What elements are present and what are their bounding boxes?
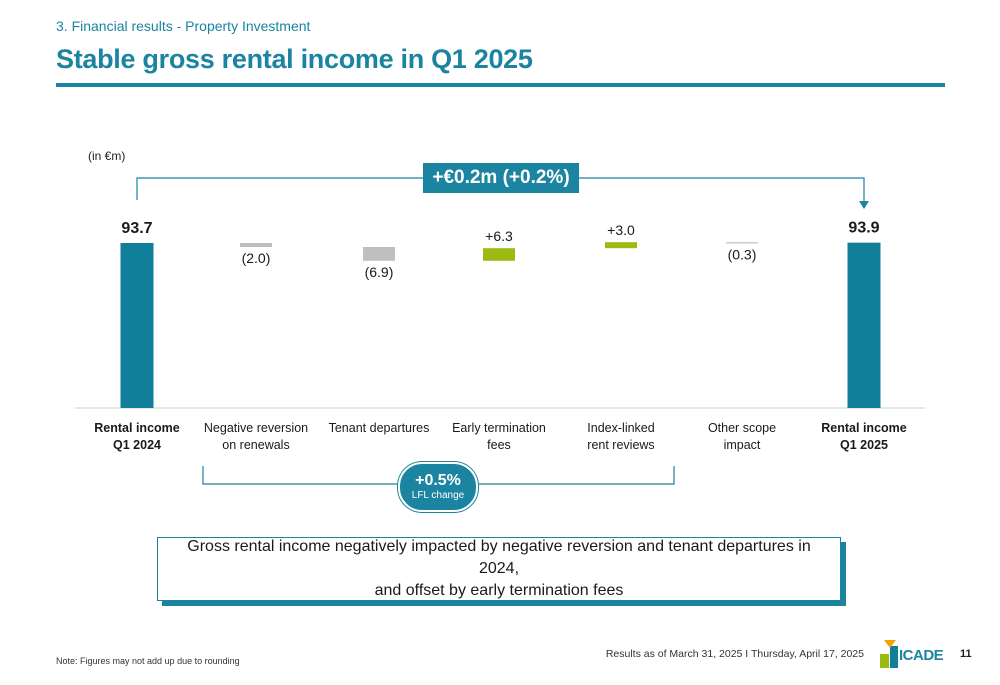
lfl-caption: LFL change [411,490,465,501]
company-logo: ICADE [880,638,944,670]
lfl-change-badge: +0.5% LFL change [398,462,478,512]
data-label-2: (2.0) [242,250,271,266]
comparison-bracket [136,177,865,202]
category-label-7: Rental income Q1 2025 [821,421,906,452]
category-label-6: Other scope impact [708,421,776,452]
data-label-6: (0.3) [728,246,757,262]
category-label-1: Rental income Q1 2024 [94,421,179,452]
comparison-arrowhead [859,201,869,209]
bar-1 [120,243,154,408]
data-label-3: (6.9) [365,264,394,280]
key-message-line-2: and offset by early termination fees [374,582,624,599]
category-label-2: Negative reversion on renewals [204,421,308,452]
category-label-5: Index-linked rent reviews [587,421,654,452]
data-label-7: 93.9 [848,220,879,237]
page-title: Stable gross rental income in Q1 2025 [56,44,533,74]
title-divider [56,83,945,87]
key-message-box: Gross rental income negatively impacted … [157,537,841,601]
bar-7 [847,242,881,408]
page-number: 11 [960,648,972,660]
difference-badge: +€0.2m (+0.2%) [423,163,579,193]
category-label-3: Tenant departures [329,421,430,435]
data-label-5: +3.0 [607,222,635,238]
logo-mark-icon [880,640,898,668]
footnote: Note: Figures may not add up due to roun… [56,656,240,666]
data-label-4: +6.3 [485,228,513,244]
logo-text: ICADE [899,647,944,664]
lfl-bracket [202,466,675,485]
footer-date-info: Results as of March 31, 2025 I Thursday,… [605,648,864,660]
data-label-1: 93.7 [121,220,152,237]
lfl-value: +0.5% [415,472,461,489]
key-message-line-1: Gross rental income negatively impacted … [187,538,811,577]
bar-6 [726,242,758,244]
section-label: 3. Financial results - Property Investme… [56,18,311,34]
category-label-4: Early termination fees [452,421,546,452]
bar-3 [363,247,395,261]
bar-2 [240,243,272,247]
bar-5 [605,242,637,249]
unit-label: (in €m) [88,149,126,163]
bar-4 [483,248,515,261]
